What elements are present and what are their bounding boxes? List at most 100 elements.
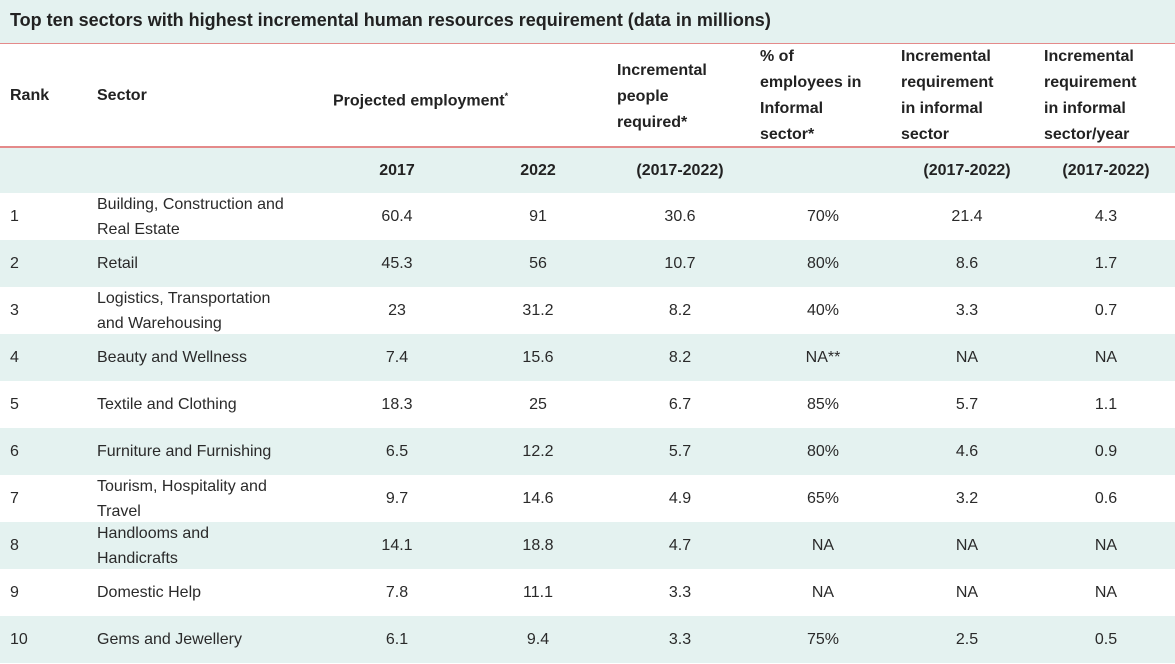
table-row: 3 Logistics, Transportation and Warehousin…: [0, 287, 1175, 334]
sector-name: Logistics, Transportation and Warehousing: [97, 286, 270, 336]
table-row: 9 Domestic Help 7.8 11.1 3.3 NA NA NA: [0, 569, 1175, 616]
sector-name: Textile and Clothing: [97, 392, 237, 417]
cell-inc-informal-year: 1.7: [1094, 254, 1118, 272]
table-row: 8 Handlooms and Handicrafts 14.1 18.8 4.7 NA NA…: [0, 522, 1175, 569]
cell-rank: 5: [10, 395, 19, 413]
cell-2017: 45.3: [381, 254, 413, 272]
cell-incremental: 5.7: [668, 442, 692, 460]
cell-inc-informal-year: 0.5: [1094, 630, 1118, 648]
cell-rank: 7: [10, 489, 19, 507]
subheader-2017: 2017: [379, 162, 415, 179]
cell-rank: 6: [10, 442, 19, 460]
cell-incremental: 30.6: [664, 207, 696, 225]
sector-line: and Warehousing: [97, 314, 222, 332]
subheader-informal-year-period: (2017-2022): [1062, 162, 1150, 179]
cell-sector: Tourism, Hospitality and Travel: [97, 475, 332, 522]
header-line: required*: [617, 114, 688, 131]
header-line: Incremental: [901, 48, 991, 65]
cell-2022: 15.6: [522, 348, 554, 366]
cell-2022: 14.6: [522, 489, 554, 507]
cell-2017: 9.7: [385, 489, 409, 507]
cell-rank: 9: [10, 583, 19, 601]
cell-2017: 23: [388, 301, 406, 319]
cell-2017: 7.8: [385, 583, 409, 601]
cell-inc-informal: 21.4: [951, 207, 983, 225]
cell-sector: Textile and Clothing: [97, 381, 332, 428]
sector-line: Textile and Clothing: [97, 396, 237, 413]
cell-2017: 18.3: [381, 395, 413, 413]
sector-name: Beauty and Wellness: [97, 345, 247, 370]
header-incremental-informal-year: Incremental requirement in informal sect…: [1044, 44, 1136, 148]
table-row: 6 Furniture and Furnishing 6.5 12.2 5.7 80% 4.…: [0, 428, 1175, 475]
sector-line: Tourism, Hospitality and: [97, 477, 267, 495]
cell-inc-informal: 3.2: [955, 489, 979, 507]
header-line: requirement: [1044, 74, 1137, 91]
sector-line: Gems and Jewellery: [97, 631, 242, 648]
cell-incremental: 4.7: [668, 536, 692, 554]
sector-line: Handicrafts: [97, 549, 178, 567]
subheader-2022: 2022: [520, 162, 556, 179]
header-line: Informal: [760, 100, 824, 117]
header-line: employees in: [760, 74, 862, 91]
table-row: 2 Retail 45.3 56 10.7 80% 8.6 1.7: [0, 240, 1175, 287]
cell-rank: 10: [10, 630, 28, 648]
cell-inc-informal-year: NA: [1094, 583, 1118, 601]
cell-sector: Gems and Jewellery: [97, 616, 332, 663]
cell-inc-informal-year: NA: [1094, 536, 1118, 554]
cell-2022: 56: [529, 254, 547, 272]
header-line: sector/year: [1044, 126, 1130, 143]
cell-2017: 14.1: [381, 536, 413, 554]
cell-sector: Domestic Help: [97, 569, 332, 616]
cell-sector: Handlooms and Handicrafts: [97, 522, 332, 569]
sector-line: Travel: [97, 502, 141, 520]
cell-sector: Beauty and Wellness: [97, 334, 332, 381]
cell-incremental: 8.2: [668, 301, 692, 319]
cell-incremental: 8.2: [668, 348, 692, 366]
sector-name: Domestic Help: [97, 580, 201, 605]
sector-name: Building, Construction and Real Estate: [97, 192, 284, 242]
header-projected-employment: Projected employment*: [333, 83, 508, 114]
cell-rank: 8: [10, 536, 19, 554]
cell-rank: 2: [10, 254, 19, 272]
header-projected-label: Projected employment: [333, 92, 505, 110]
cell-inc-informal-year: 4.3: [1094, 207, 1118, 225]
subheader-informal-period: (2017-2022): [923, 162, 1011, 179]
cell-pct-informal: NA**: [805, 348, 841, 366]
cell-inc-informal-year: NA: [1094, 348, 1118, 366]
cell-2022: 11.1: [523, 583, 553, 601]
cell-pct-informal: 80%: [806, 442, 840, 460]
table-header: Rank Sector Projected employment* Increm…: [0, 44, 1175, 148]
cell-pct-informal: 85%: [806, 395, 840, 413]
cell-inc-informal: NA: [955, 348, 979, 366]
cell-inc-informal-year: 0.9: [1094, 442, 1118, 460]
cell-inc-informal-year: 0.6: [1094, 489, 1118, 507]
cell-inc-informal: NA: [955, 583, 979, 601]
sector-name: Handlooms and Handicrafts: [97, 521, 209, 571]
table-subheader: 2017 2022 (2017-2022) (2017-2022) (2017-…: [0, 148, 1175, 193]
cell-inc-informal: 4.6: [955, 442, 979, 460]
cell-rank: 4: [10, 348, 19, 366]
header-line: Incremental: [1044, 48, 1134, 65]
cell-incremental: 4.9: [668, 489, 692, 507]
cell-2022: 31.2: [522, 301, 554, 319]
sector-line: Handlooms and: [97, 524, 210, 542]
header-line: in informal: [901, 100, 983, 117]
cell-2022: 91: [529, 207, 547, 225]
header-pct-informal: % of employees in Informal sector*: [760, 44, 861, 148]
cell-sector: Retail: [97, 240, 332, 287]
cell-2022: 18.8: [522, 536, 554, 554]
cell-2017: 6.5: [385, 442, 409, 460]
cell-pct-informal: 40%: [806, 301, 840, 319]
cell-incremental: 10.7: [664, 254, 696, 272]
header-line: sector: [901, 126, 950, 143]
table-row: 7 Tourism, Hospitality and Travel 9.7 14.6 4.…: [0, 475, 1175, 522]
cell-inc-informal-year: 1.1: [1094, 395, 1118, 413]
header-line: in informal: [1044, 100, 1126, 117]
header-sector: Sector: [97, 87, 147, 104]
cell-sector: Building, Construction and Real Estate: [97, 193, 332, 240]
cell-pct-informal: 75%: [806, 630, 840, 648]
table-row: 10 Gems and Jewellery 6.1 9.4 3.3 75% 2.5 0.5: [0, 616, 1175, 663]
header-incremental-people: Incremental people required*: [617, 58, 707, 136]
cell-2022: 25: [529, 395, 547, 413]
sector-line: Retail: [97, 255, 138, 272]
